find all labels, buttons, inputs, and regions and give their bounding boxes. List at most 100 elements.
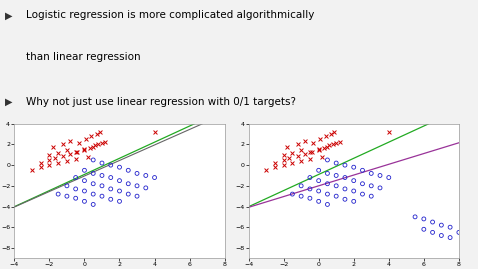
Point (82, 137, 90, 141)
Point (107, 187, 115, 191)
Point (54, 161, 62, 165)
Point (301, 152, 308, 156)
Point (102, 140, 109, 144)
Point (124, 192, 132, 196)
Point (306, 150, 314, 154)
Point (98, 194, 106, 198)
Point (315, 146, 323, 151)
Point (368, 194, 375, 198)
Point (420, 227, 428, 231)
Point (107, 197, 115, 201)
Point (322, 134, 329, 138)
Point (327, 132, 335, 136)
Point (72, 196, 79, 200)
Point (95, 142, 102, 147)
Point (332, 194, 340, 198)
Point (66, 139, 74, 143)
Point (81, 147, 88, 152)
Point (107, 175, 115, 180)
Text: ▶: ▶ (5, 10, 12, 20)
Point (376, 173, 384, 178)
Point (283, 144, 291, 149)
Point (310, 141, 317, 146)
Point (285, 156, 293, 160)
Point (332, 141, 340, 146)
Point (324, 171, 331, 176)
Point (306, 196, 314, 200)
Point (89, 192, 97, 196)
Point (420, 217, 428, 221)
Text: than linear regression: than linear regression (26, 52, 141, 62)
Text: ▶: ▶ (5, 97, 12, 107)
Point (151, 130, 158, 134)
Point (324, 192, 331, 196)
Point (429, 230, 436, 235)
Point (324, 182, 331, 186)
Point (98, 184, 106, 188)
Point (326, 143, 333, 148)
Point (411, 215, 419, 219)
Point (320, 145, 328, 150)
Point (341, 175, 349, 180)
Point (116, 189, 123, 193)
Point (51, 156, 58, 160)
Point (329, 142, 337, 147)
Point (289, 161, 296, 165)
Point (124, 182, 132, 186)
Point (332, 161, 340, 165)
Point (151, 175, 158, 180)
Point (81, 146, 88, 151)
Point (37, 165, 44, 169)
Point (289, 151, 296, 155)
Point (332, 184, 340, 188)
Point (116, 199, 123, 203)
Point (318, 155, 326, 159)
Point (315, 179, 323, 183)
Point (324, 202, 331, 207)
Point (116, 165, 123, 169)
Point (133, 194, 141, 198)
Point (350, 189, 358, 193)
Point (72, 150, 79, 154)
Point (63, 184, 71, 188)
Point (98, 173, 106, 178)
Point (437, 233, 445, 238)
Point (49, 144, 57, 149)
Point (45, 153, 53, 157)
Point (429, 220, 436, 224)
Point (358, 182, 366, 186)
Point (89, 202, 97, 207)
Point (45, 158, 53, 162)
Point (358, 168, 366, 172)
Point (63, 147, 71, 152)
Point (86, 145, 94, 150)
Point (116, 179, 123, 183)
Point (446, 235, 454, 240)
Point (91, 143, 99, 148)
Point (315, 147, 323, 152)
Point (297, 194, 305, 198)
Point (350, 165, 358, 169)
Point (262, 168, 270, 172)
Point (81, 179, 88, 183)
Point (315, 189, 323, 193)
Point (142, 173, 150, 178)
Point (324, 144, 331, 149)
Point (446, 225, 454, 229)
Point (54, 192, 62, 196)
Point (385, 130, 392, 134)
Point (98, 161, 106, 165)
Point (45, 163, 53, 167)
Point (316, 137, 324, 141)
Point (324, 158, 331, 162)
Point (280, 153, 287, 157)
Text: Logistic regression is more complicated algorithmically: Logistic regression is more complicated … (26, 10, 315, 20)
Point (72, 187, 79, 191)
Point (89, 182, 97, 186)
Point (28, 168, 36, 172)
Point (63, 194, 71, 198)
Point (358, 192, 366, 196)
Point (133, 171, 141, 176)
Point (315, 199, 323, 203)
Point (107, 163, 115, 167)
